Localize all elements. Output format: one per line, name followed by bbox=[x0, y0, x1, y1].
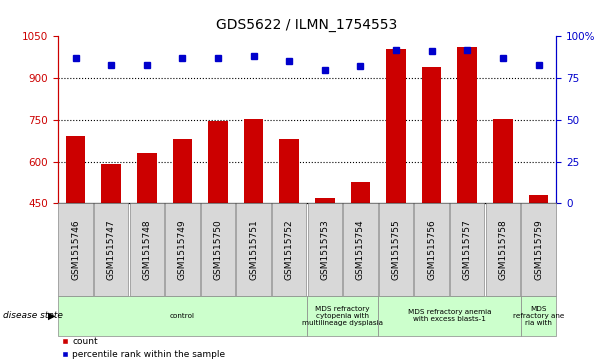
Text: GSM1515752: GSM1515752 bbox=[285, 219, 294, 280]
Bar bbox=[66, 136, 85, 203]
Bar bbox=[386, 49, 406, 203]
Bar bbox=[137, 153, 157, 203]
Bar bbox=[422, 67, 441, 203]
Text: GSM1515756: GSM1515756 bbox=[427, 219, 436, 280]
Bar bbox=[493, 119, 513, 203]
Bar bbox=[102, 164, 121, 203]
Text: disease state: disease state bbox=[3, 311, 63, 320]
Text: control: control bbox=[170, 313, 195, 319]
Text: MDS refractory
cytopenia with
multilineage dysplasia: MDS refractory cytopenia with multilinea… bbox=[302, 306, 383, 326]
Text: GSM1515755: GSM1515755 bbox=[392, 219, 401, 280]
Text: GSM1515749: GSM1515749 bbox=[178, 219, 187, 280]
Text: MDS refractory anemia
with excess blasts-1: MDS refractory anemia with excess blasts… bbox=[408, 309, 491, 322]
Text: MDS
refractory ane
ria with: MDS refractory ane ria with bbox=[513, 306, 564, 326]
Text: GSM1515758: GSM1515758 bbox=[499, 219, 508, 280]
Text: GSM1515750: GSM1515750 bbox=[213, 219, 223, 280]
Text: ▶: ▶ bbox=[48, 311, 55, 321]
Legend: count, percentile rank within the sample: count, percentile rank within the sample bbox=[58, 333, 229, 363]
Text: GSM1515746: GSM1515746 bbox=[71, 219, 80, 280]
Bar bbox=[529, 195, 548, 203]
Text: GSM1515747: GSM1515747 bbox=[106, 219, 116, 280]
Text: GSM1515759: GSM1515759 bbox=[534, 219, 543, 280]
Bar bbox=[457, 48, 477, 203]
Bar bbox=[351, 182, 370, 203]
Bar bbox=[173, 139, 192, 203]
Text: GSM1515754: GSM1515754 bbox=[356, 219, 365, 280]
Text: GSM1515751: GSM1515751 bbox=[249, 219, 258, 280]
Text: GSM1515753: GSM1515753 bbox=[320, 219, 330, 280]
Text: GSM1515757: GSM1515757 bbox=[463, 219, 472, 280]
Text: GDS5622 / ILMN_1754553: GDS5622 / ILMN_1754553 bbox=[216, 18, 398, 32]
Bar bbox=[244, 119, 263, 203]
Bar bbox=[208, 121, 228, 203]
Bar bbox=[315, 198, 334, 203]
Text: GSM1515748: GSM1515748 bbox=[142, 219, 151, 280]
Bar bbox=[280, 139, 299, 203]
